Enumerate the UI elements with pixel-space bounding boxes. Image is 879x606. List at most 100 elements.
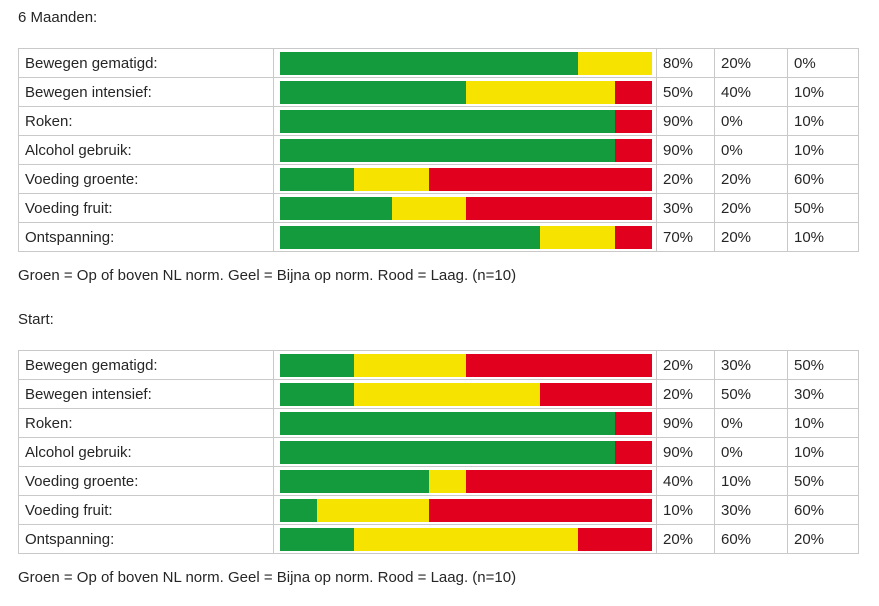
row-label: Ontspanning: (18, 524, 274, 554)
bar-segment-red (540, 382, 652, 406)
bar-segment-yellow (354, 527, 578, 551)
stacked-bar-cell (273, 466, 657, 496)
pct-yellow-cell: 0% (714, 135, 788, 165)
table-row: Voeding groente: 40% 10% 50% (18, 466, 859, 496)
bar-segment-green (280, 411, 615, 435)
report-page: 6 Maanden: Bewegen gematigd: 80% 20% 0% Bewe… (18, 9, 861, 587)
table-row: Bewegen gematigd: 80% 20% 0% (18, 48, 859, 78)
pct-red-cell: 0% (787, 48, 859, 78)
table-row: Bewegen intensief: 20% 50% 30% (18, 379, 859, 409)
pct-yellow-cell: 10% (714, 466, 788, 496)
pct-green-cell: 90% (656, 135, 715, 165)
stats-table-6-maanden: Bewegen gematigd: 80% 20% 0% Bewegen intensi… (18, 48, 859, 252)
pct-yellow-cell: 50% (714, 379, 788, 409)
bar-segment-red (465, 196, 652, 220)
table-row: Voeding groente: 20% 20% 60% (18, 164, 859, 194)
table-row: Roken: 90% 0% 10% (18, 408, 859, 438)
pct-red-cell: 30% (787, 379, 859, 409)
bar-segment-green (280, 196, 392, 220)
row-label: Voeding groente: (18, 164, 274, 194)
pct-red-cell: 50% (787, 350, 859, 380)
pct-yellow-cell: 0% (714, 437, 788, 467)
row-label: Voeding fruit: (18, 495, 274, 525)
pct-green-cell: 20% (656, 524, 715, 554)
bar-segment-green (280, 167, 355, 191)
row-label: Voeding groente: (18, 466, 274, 496)
pct-green-cell: 90% (656, 106, 715, 136)
pct-red-cell: 20% (787, 524, 859, 554)
pct-green-cell: 90% (656, 437, 715, 467)
legend-note-6-maanden: Groen = Op of boven NL norm. Geel = Bijn… (18, 267, 517, 284)
pct-yellow-cell: 20% (714, 164, 788, 194)
bar-segment-red (465, 353, 652, 377)
stacked-bar (280, 440, 652, 464)
stacked-bar (280, 353, 652, 377)
bar-segment-green (280, 440, 615, 464)
stacked-bar-cell (273, 350, 657, 380)
row-label: Alcohol gebruik: (18, 135, 274, 165)
bar-segment-red (614, 225, 652, 249)
bar-segment-green (280, 469, 429, 493)
bar-segment-red (428, 498, 652, 522)
pct-red-cell: 50% (787, 193, 859, 223)
stacked-bar (280, 382, 652, 406)
row-label: Bewegen intensief: (18, 77, 274, 107)
stats-table-start: Bewegen gematigd: 20% 30% 50% Bewegen intens… (18, 350, 859, 554)
bar-segment-green (280, 498, 318, 522)
bar-segment-red (614, 411, 652, 435)
pct-red-cell: 60% (787, 164, 859, 194)
pct-yellow-cell: 20% (714, 48, 788, 78)
bar-segment-green (280, 382, 355, 406)
section-6-maanden: 6 Maanden: Bewegen gematigd: 80% 20% 0% Bewe… (18, 9, 861, 285)
row-label: Roken: (18, 408, 274, 438)
pct-red-cell: 10% (787, 408, 859, 438)
bar-segment-green (280, 138, 615, 162)
pct-red-cell: 10% (787, 135, 859, 165)
pct-yellow-cell: 0% (714, 408, 788, 438)
pct-red-cell: 10% (787, 222, 859, 252)
row-label: Roken: (18, 106, 274, 136)
stacked-bar-cell (273, 379, 657, 409)
pct-red-cell: 10% (787, 106, 859, 136)
stacked-bar (280, 196, 652, 220)
bar-segment-red (614, 138, 652, 162)
bar-segment-yellow (428, 469, 466, 493)
pct-yellow-cell: 20% (714, 222, 788, 252)
table-row: Voeding fruit: 10% 30% 60% (18, 495, 859, 525)
row-label: Voeding fruit: (18, 193, 274, 223)
pct-green-cell: 90% (656, 408, 715, 438)
stacked-bar (280, 167, 652, 191)
row-label: Bewegen intensief: (18, 379, 274, 409)
stacked-bar (280, 498, 652, 522)
section-title-start: Start: (18, 311, 54, 328)
stacked-bar-cell (273, 495, 657, 525)
bar-segment-red (465, 469, 652, 493)
stacked-bar-cell (273, 408, 657, 438)
row-label: Alcohol gebruik: (18, 437, 274, 467)
bar-segment-red (577, 527, 652, 551)
pct-red-cell: 10% (787, 77, 859, 107)
pct-red-cell: 60% (787, 495, 859, 525)
bar-segment-red (614, 440, 652, 464)
table-row: Ontspanning: 20% 60% 20% (18, 524, 859, 554)
stacked-bar (280, 411, 652, 435)
bar-segment-yellow (577, 51, 652, 75)
row-label: Bewegen gematigd: (18, 48, 274, 78)
bar-segment-green (280, 109, 615, 133)
bar-segment-red (428, 167, 652, 191)
pct-yellow-cell: 40% (714, 77, 788, 107)
stacked-bar-cell (273, 193, 657, 223)
pct-yellow-cell: 30% (714, 350, 788, 380)
pct-green-cell: 40% (656, 466, 715, 496)
bar-segment-yellow (317, 498, 429, 522)
section-title-6-maanden: 6 Maanden: (18, 9, 98, 26)
table-row: Bewegen gematigd: 20% 30% 50% (18, 350, 859, 380)
bar-segment-yellow (354, 382, 541, 406)
row-label: Bewegen gematigd: (18, 350, 274, 380)
legend-note-start: Groen = Op of boven NL norm. Geel = Bijn… (18, 569, 517, 586)
bar-segment-green (280, 225, 541, 249)
bar-segment-yellow (354, 353, 466, 377)
bar-segment-yellow (391, 196, 466, 220)
table-row: Ontspanning: 70% 20% 10% (18, 222, 859, 252)
stacked-bar-cell (273, 48, 657, 78)
